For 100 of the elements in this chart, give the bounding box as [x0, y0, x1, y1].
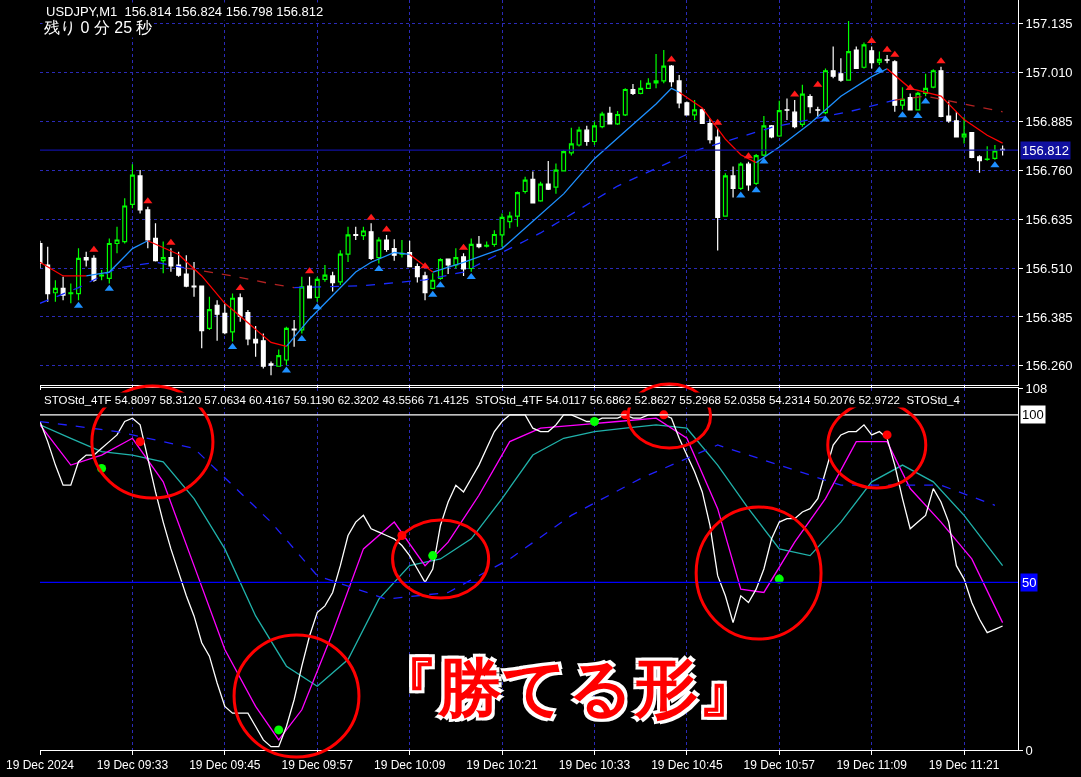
candlestick [776, 100, 782, 138]
candlestick [453, 247, 459, 270]
candlestick [530, 170, 536, 204]
candlestick [846, 20, 852, 82]
candlestick [584, 125, 590, 147]
candlestick [137, 169, 143, 215]
point [104, 284, 114, 291]
candlestick [484, 240, 490, 249]
ref-line-label: 156.812 [1022, 143, 1069, 158]
candlestick [822, 67, 828, 115]
candlestick [653, 53, 659, 89]
point [374, 264, 384, 271]
y-tick-label: 156.385 [1025, 309, 1073, 325]
candlestick [384, 234, 390, 253]
candlestick [230, 292, 236, 343]
x-tick-label: 19 Dec 2024 [5, 758, 75, 773]
point [235, 284, 245, 291]
candlestick [160, 240, 166, 274]
point [913, 112, 923, 119]
candlestick [183, 254, 189, 288]
x-tick-label: 19 Dec 11:21 [928, 758, 1000, 773]
candlestick [676, 74, 682, 109]
candlestick [222, 303, 228, 335]
y-tick-label: 157.135 [1025, 16, 1073, 32]
candlestick [684, 101, 690, 116]
candlestick [745, 161, 751, 192]
candlestick [830, 45, 836, 79]
candlestick [314, 276, 320, 303]
candlestick [507, 211, 513, 229]
candlestick [946, 101, 952, 124]
annotation: 残り 0 分 25 秒 [44, 19, 153, 36]
candlestick [476, 235, 482, 249]
candlestick [876, 50, 882, 66]
candlestick [538, 181, 544, 203]
candlestick [953, 111, 959, 138]
candlestick [491, 229, 497, 248]
candlestick [615, 110, 621, 126]
candlestick [260, 332, 266, 370]
candlestick [769, 124, 775, 139]
candlestick [576, 126, 582, 148]
candlestick [91, 254, 97, 283]
candlestick [122, 197, 128, 245]
y-tick-label: 108 [1025, 380, 1048, 396]
candlestick [129, 163, 135, 209]
candlestick [799, 84, 805, 128]
candlestick [730, 165, 736, 198]
candlestick [337, 249, 343, 286]
candlestick [561, 149, 567, 173]
annotation: STOStd_4TF 54.8097 58.3120 57.0634 60.4167 59.1190 62.3202 43.5566 71.4125 STOStd_4TF 54.0117 56.6862 52.8627 55.2968 52.0358 54.2314 50.2076 52.9722 STOStd_4 [44, 394, 961, 406]
x-tick-label: 19 Dec 10:21 [466, 758, 539, 773]
candlestick [60, 276, 66, 301]
point [428, 290, 438, 297]
x-tick-label: 19 Dec 10:57 [743, 758, 816, 773]
candlestick [83, 251, 89, 268]
candlestick [52, 279, 58, 303]
candlestick [276, 348, 282, 368]
candlestick [199, 285, 205, 349]
candlestick [699, 107, 705, 125]
candlestick [68, 282, 74, 304]
point [89, 245, 99, 252]
y-tick-label: 156.260 [1025, 358, 1073, 374]
candlestick [715, 127, 721, 252]
candlestick [853, 45, 859, 70]
x-tick-label: 19 Dec 10:33 [558, 758, 631, 773]
point [890, 50, 900, 57]
candlestick [360, 226, 366, 241]
candlestick [692, 99, 698, 121]
candlestick [807, 93, 813, 114]
candlestick [368, 222, 374, 261]
point [297, 334, 307, 341]
y-tick-label: 156.760 [1025, 162, 1073, 178]
candlestick [892, 59, 898, 113]
candlestick [861, 42, 867, 69]
candlestick [622, 87, 628, 117]
point [366, 213, 376, 220]
candlestick [522, 176, 528, 195]
candlestick [345, 226, 351, 263]
candlestick [76, 247, 81, 301]
candlestick [753, 153, 759, 186]
candlestick [283, 326, 289, 366]
candlestick [977, 154, 982, 174]
candlestick [106, 237, 112, 284]
point [713, 118, 723, 125]
candlestick [430, 272, 436, 290]
y-tick-label: 156.510 [1025, 260, 1073, 276]
point [867, 37, 877, 44]
candlestick [969, 131, 975, 159]
candlestick [545, 160, 551, 191]
candlestick [176, 251, 182, 278]
candlestick [268, 360, 274, 376]
point [813, 80, 823, 87]
y-tick-label: 156.635 [1025, 211, 1073, 227]
candlestick [930, 68, 936, 89]
point [466, 273, 476, 280]
candlestick [961, 116, 967, 145]
candlestick [869, 45, 875, 69]
x-tick-label: 19 Dec 09:57 [281, 758, 354, 773]
x-tick-label: 19 Dec 09:33 [96, 758, 169, 773]
x-tick-label: 19 Dec 11:09 [836, 758, 908, 773]
candlestick [253, 325, 259, 358]
